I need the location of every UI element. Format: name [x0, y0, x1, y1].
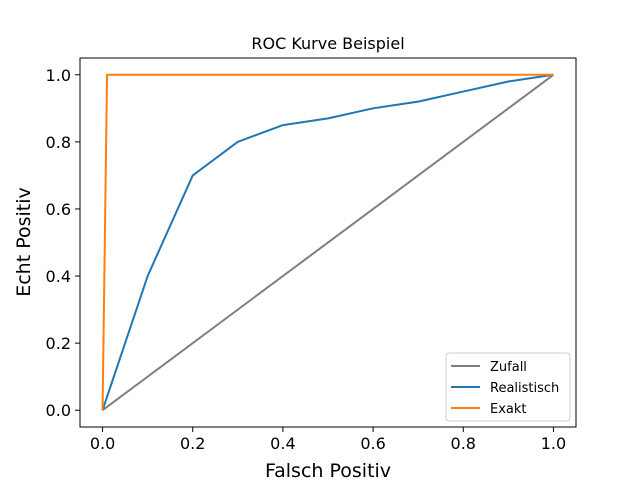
legend-label-zufall: Zufall: [490, 360, 527, 375]
legend-box: [445, 352, 571, 422]
series-line-realistisch: [101, 73, 554, 411]
series-line-zufall: [101, 73, 555, 412]
x-tick-label: 0.0: [90, 434, 115, 453]
x-tick-label: 0.6: [360, 434, 385, 453]
legend: Zufall Realistisch Exakt: [445, 352, 571, 422]
y-tick-label: 0.0: [46, 401, 71, 420]
y-tick-label: 0.6: [46, 200, 71, 219]
axes-frame: [79, 57, 577, 428]
x-tick-label: 0.4: [270, 434, 295, 453]
x-tick-label: 0.8: [451, 434, 476, 453]
x-tick-label: 1.0: [541, 434, 566, 453]
y-tick-label: 0.8: [46, 133, 71, 152]
y-tick-label: 1.0: [46, 66, 71, 85]
y-axis-label: Echt Positiv: [13, 187, 35, 297]
chart-title: ROC Kurve Beispiel: [251, 34, 404, 53]
legend-label-exakt: Exakt: [490, 402, 527, 417]
series-line-exakt: [101, 73, 554, 411]
x-axis-label: Falsch Positiv: [265, 460, 391, 480]
legend-label-realistisch: Realistisch: [490, 381, 559, 396]
y-tick-label: 0.4: [46, 267, 71, 286]
plot-area: 0.0 0.2 0.4 0.6 0.8 1.0 0.0 0.2 0.4 0.6 0.8 1.0: [46, 57, 577, 453]
x-tick-label: 0.2: [180, 434, 205, 453]
y-tick-label: 0.2: [46, 334, 71, 353]
